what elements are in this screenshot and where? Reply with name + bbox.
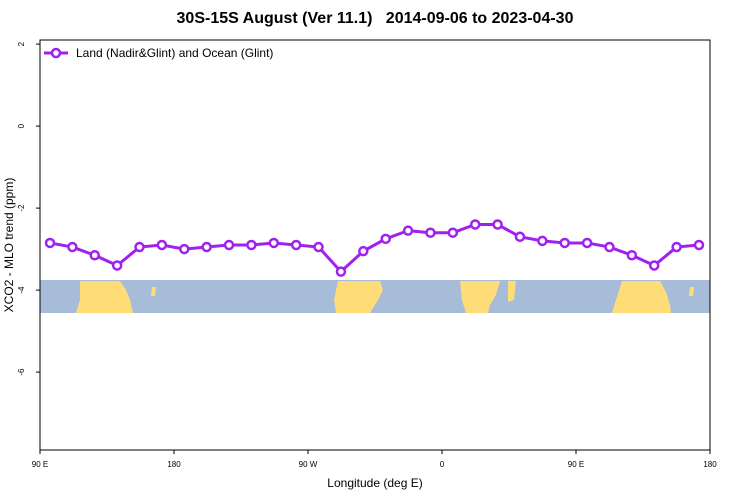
series-layer	[44, 219, 705, 277]
plot-frame	[39, 39, 711, 451]
data-point	[604, 241, 615, 253]
data-point	[492, 219, 503, 230]
data-point	[246, 239, 257, 251]
data-point	[89, 250, 101, 261]
y-tick-label: 0	[17, 123, 26, 128]
x-axis-title: Longitude (deg E)	[327, 476, 423, 490]
data-point	[514, 231, 526, 243]
x-axis-ticks: 90 E 180 90 W 0 90 E 180	[32, 450, 717, 469]
data-point	[693, 239, 705, 251]
data-point	[425, 227, 436, 238]
y-tick-label: 2	[17, 41, 26, 46]
data-point	[648, 260, 660, 271]
x-tick-label: 90 E	[568, 460, 584, 469]
data-point	[223, 239, 235, 251]
data-point	[67, 241, 78, 253]
legend: Land (Nadir&Glint) and Ocean (Glint)	[44, 46, 273, 60]
x-tick-label: 180	[703, 460, 717, 469]
y-tick-label: -4	[17, 286, 26, 294]
y-axis-title: XCO2 - MLO trend (ppm)	[2, 177, 16, 313]
series-line	[49, 223, 700, 274]
y-tick-label: -2	[17, 204, 26, 212]
x-tick-label: 180	[167, 460, 181, 469]
data-point	[581, 237, 593, 249]
data-point	[111, 260, 123, 271]
data-point	[156, 239, 168, 251]
x-tick-label: 0	[440, 460, 445, 469]
data-point	[447, 227, 459, 238]
data-point	[290, 239, 302, 251]
x-tick-label: 90 W	[299, 460, 318, 469]
data-point	[335, 266, 347, 277]
x-tick-label: 90 E	[32, 460, 48, 469]
y-axis-ticks: 2 0 -2 -4 -6	[17, 41, 40, 376]
legend-label: Land (Nadir&Glint) and Ocean (Glint)	[76, 46, 273, 60]
world-map-strip	[40, 280, 710, 313]
y-tick-label: -6	[17, 368, 26, 376]
data-point	[626, 250, 638, 261]
data-point	[402, 225, 414, 236]
chart-title: 30S-15S August (Ver 11.1) 2014-09-06 to …	[176, 10, 574, 27]
data-point	[469, 219, 481, 230]
data-point	[179, 243, 190, 255]
legend-marker	[50, 47, 62, 59]
data-point	[313, 241, 324, 253]
data-point	[44, 237, 56, 249]
data-point	[559, 237, 570, 249]
data-point	[358, 245, 369, 257]
data-point	[671, 241, 682, 253]
data-point	[268, 237, 280, 249]
data-point	[380, 233, 391, 245]
data-point	[201, 241, 212, 253]
data-point	[537, 235, 548, 247]
data-point	[134, 241, 145, 253]
